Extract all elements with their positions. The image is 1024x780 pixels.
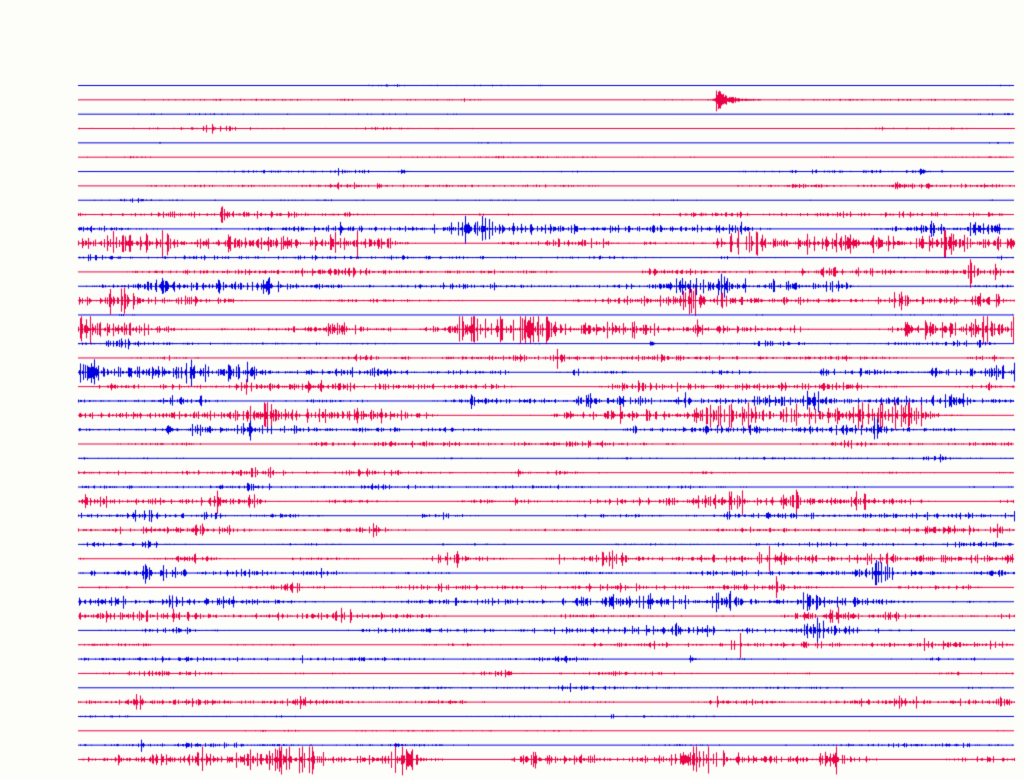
helicorder-view: HI Argos 2020-03-20 Applied filter: WWSS… — [0, 0, 1024, 780]
seismogram-traces — [0, 0, 1024, 780]
seismogram-plot — [0, 0, 1024, 780]
